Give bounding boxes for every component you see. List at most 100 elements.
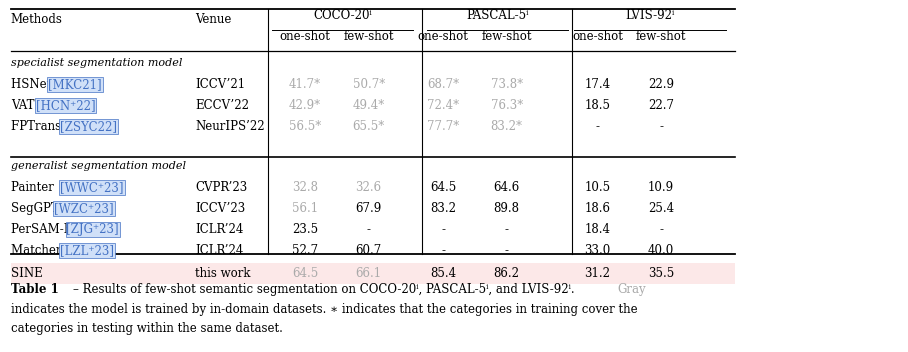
Text: ECCV’22: ECCV’22 (195, 99, 249, 112)
Text: categories in testing within the same dataset.: categories in testing within the same da… (11, 322, 282, 335)
Text: 32.6: 32.6 (356, 181, 381, 194)
Text: one-shot: one-shot (572, 31, 623, 43)
Text: 25.4: 25.4 (648, 202, 674, 215)
Text: 22.9: 22.9 (648, 78, 674, 91)
Text: ICCV’23: ICCV’23 (195, 202, 245, 215)
Text: 68.7*: 68.7* (427, 78, 459, 91)
Text: – Results of few-shot semantic segmentation on COCO-20ⁱ, PASCAL-5ⁱ, and LVIS-92ⁱ: – Results of few-shot semantic segmentat… (73, 283, 578, 296)
Text: Matcher: Matcher (0, 351, 1, 352)
Text: 42.9*: 42.9* (289, 99, 321, 112)
Text: PerSAM-F [ZJG⁺23]: PerSAM-F [ZJG⁺23] (11, 223, 128, 236)
Text: Gray: Gray (617, 283, 646, 296)
Text: 85.4: 85.4 (430, 268, 456, 280)
Text: [WZC⁺23]: [WZC⁺23] (54, 202, 114, 215)
Text: specialist segmentation model: specialist segmentation model (11, 58, 183, 68)
Text: PASCAL-5ⁱ: PASCAL-5ⁱ (466, 10, 528, 22)
Text: 41.7*: 41.7* (289, 78, 321, 91)
Text: this work: this work (195, 268, 251, 280)
Text: 49.4*: 49.4* (352, 99, 385, 112)
Text: 17.4: 17.4 (585, 78, 610, 91)
Text: few-shot: few-shot (481, 31, 532, 43)
Text: 23.5: 23.5 (292, 223, 318, 236)
Text: 77.7*: 77.7* (427, 120, 459, 133)
Text: few-shot: few-shot (636, 31, 686, 43)
Text: [ZJG⁺23]: [ZJG⁺23] (66, 223, 119, 236)
Text: 10.9: 10.9 (648, 181, 674, 194)
Text: 10.5: 10.5 (585, 181, 610, 194)
Text: CVPR’23: CVPR’23 (195, 181, 248, 194)
Text: -: - (505, 244, 508, 257)
Text: Venue: Venue (195, 13, 232, 26)
Text: [MKC21]: [MKC21] (48, 78, 102, 91)
Text: 66.1: 66.1 (356, 268, 381, 280)
Text: -: - (441, 223, 445, 236)
Text: -: - (659, 223, 663, 236)
Text: 64.6: 64.6 (494, 181, 519, 194)
Text: Methods: Methods (11, 13, 63, 26)
Text: -: - (367, 223, 370, 236)
Text: 52.7: 52.7 (292, 244, 318, 257)
Text: 35.5: 35.5 (648, 268, 674, 280)
Text: ICCV’21: ICCV’21 (195, 78, 245, 91)
Text: 83.2: 83.2 (430, 202, 456, 215)
Text: 31.2: 31.2 (585, 268, 610, 280)
Text: FPTrans [ZSYC22]: FPTrans [ZSYC22] (11, 120, 122, 133)
Text: 18.4: 18.4 (585, 223, 610, 236)
Text: 73.8*: 73.8* (490, 78, 523, 91)
Text: HSNet: HSNet (0, 351, 1, 352)
Text: 83.2*: 83.2* (490, 120, 523, 133)
Text: Painter: Painter (11, 181, 57, 194)
Text: [ZSYC22]: [ZSYC22] (60, 120, 117, 133)
Text: VAT: VAT (11, 99, 38, 112)
Text: 40.0: 40.0 (648, 244, 674, 257)
Text: 50.7*: 50.7* (352, 78, 385, 91)
Text: Painter [WWC⁺23]: Painter [WWC⁺23] (11, 181, 121, 194)
Text: indicates the model is trained by in-domain datasets. ∗ indicates that the categ: indicates the model is trained by in-dom… (11, 303, 637, 316)
Text: -: - (505, 223, 508, 236)
Text: 22.7: 22.7 (648, 99, 674, 112)
Text: 64.5: 64.5 (292, 268, 318, 280)
Text: SINE: SINE (11, 268, 43, 280)
Text: 86.2: 86.2 (494, 268, 519, 280)
Text: ICLR’24: ICLR’24 (195, 244, 243, 257)
Text: 72.4*: 72.4* (427, 99, 459, 112)
Text: Table 1: Table 1 (11, 283, 59, 296)
Text: one-shot: one-shot (418, 31, 469, 43)
Text: LVIS-92ⁱ: LVIS-92ⁱ (626, 10, 675, 22)
Text: 89.8: 89.8 (494, 202, 519, 215)
Text: ICLR’24: ICLR’24 (195, 223, 243, 236)
Text: 67.9: 67.9 (356, 202, 381, 215)
Text: [WWC⁺23]: [WWC⁺23] (60, 181, 123, 194)
Text: HSNet [MKC21]: HSNet [MKC21] (11, 78, 109, 91)
Text: PerSAM-F: PerSAM-F (0, 351, 1, 352)
Text: FPTrans: FPTrans (0, 351, 1, 352)
Text: [HCN⁺22]: [HCN⁺22] (35, 99, 95, 112)
Text: FPTrans: FPTrans (11, 120, 64, 133)
Text: -: - (596, 120, 599, 133)
Text: one-shot: one-shot (280, 31, 331, 43)
Text: 33.0: 33.0 (585, 244, 610, 257)
Text: 56.1: 56.1 (292, 202, 318, 215)
Text: 18.5: 18.5 (585, 99, 610, 112)
Text: VAT [HCN⁺22]: VAT [HCN⁺22] (11, 99, 98, 112)
Text: NeurIPS’22: NeurIPS’22 (195, 120, 265, 133)
Text: 64.5: 64.5 (430, 181, 456, 194)
Text: Matcher [LZL⁺23]: Matcher [LZL⁺23] (11, 244, 119, 257)
Text: 65.5*: 65.5* (352, 120, 385, 133)
Text: 32.8: 32.8 (292, 181, 318, 194)
Text: HSNet: HSNet (11, 78, 54, 91)
Text: -: - (441, 244, 445, 257)
Text: 18.6: 18.6 (585, 202, 610, 215)
Text: SegGPT [WZC⁺23]: SegGPT [WZC⁺23] (11, 202, 122, 215)
Text: SegGPT: SegGPT (11, 202, 63, 215)
Text: Painter: Painter (0, 351, 1, 352)
Text: SegGPT: SegGPT (0, 351, 1, 352)
Text: PerSAM-F: PerSAM-F (11, 223, 75, 236)
Text: 60.7: 60.7 (356, 244, 381, 257)
FancyBboxPatch shape (11, 263, 735, 284)
Text: -: - (659, 120, 663, 133)
Text: 56.5*: 56.5* (289, 120, 321, 133)
Text: VAT: VAT (0, 351, 1, 352)
Text: generalist segmentation model: generalist segmentation model (11, 161, 186, 171)
Text: Matcher: Matcher (11, 244, 65, 257)
